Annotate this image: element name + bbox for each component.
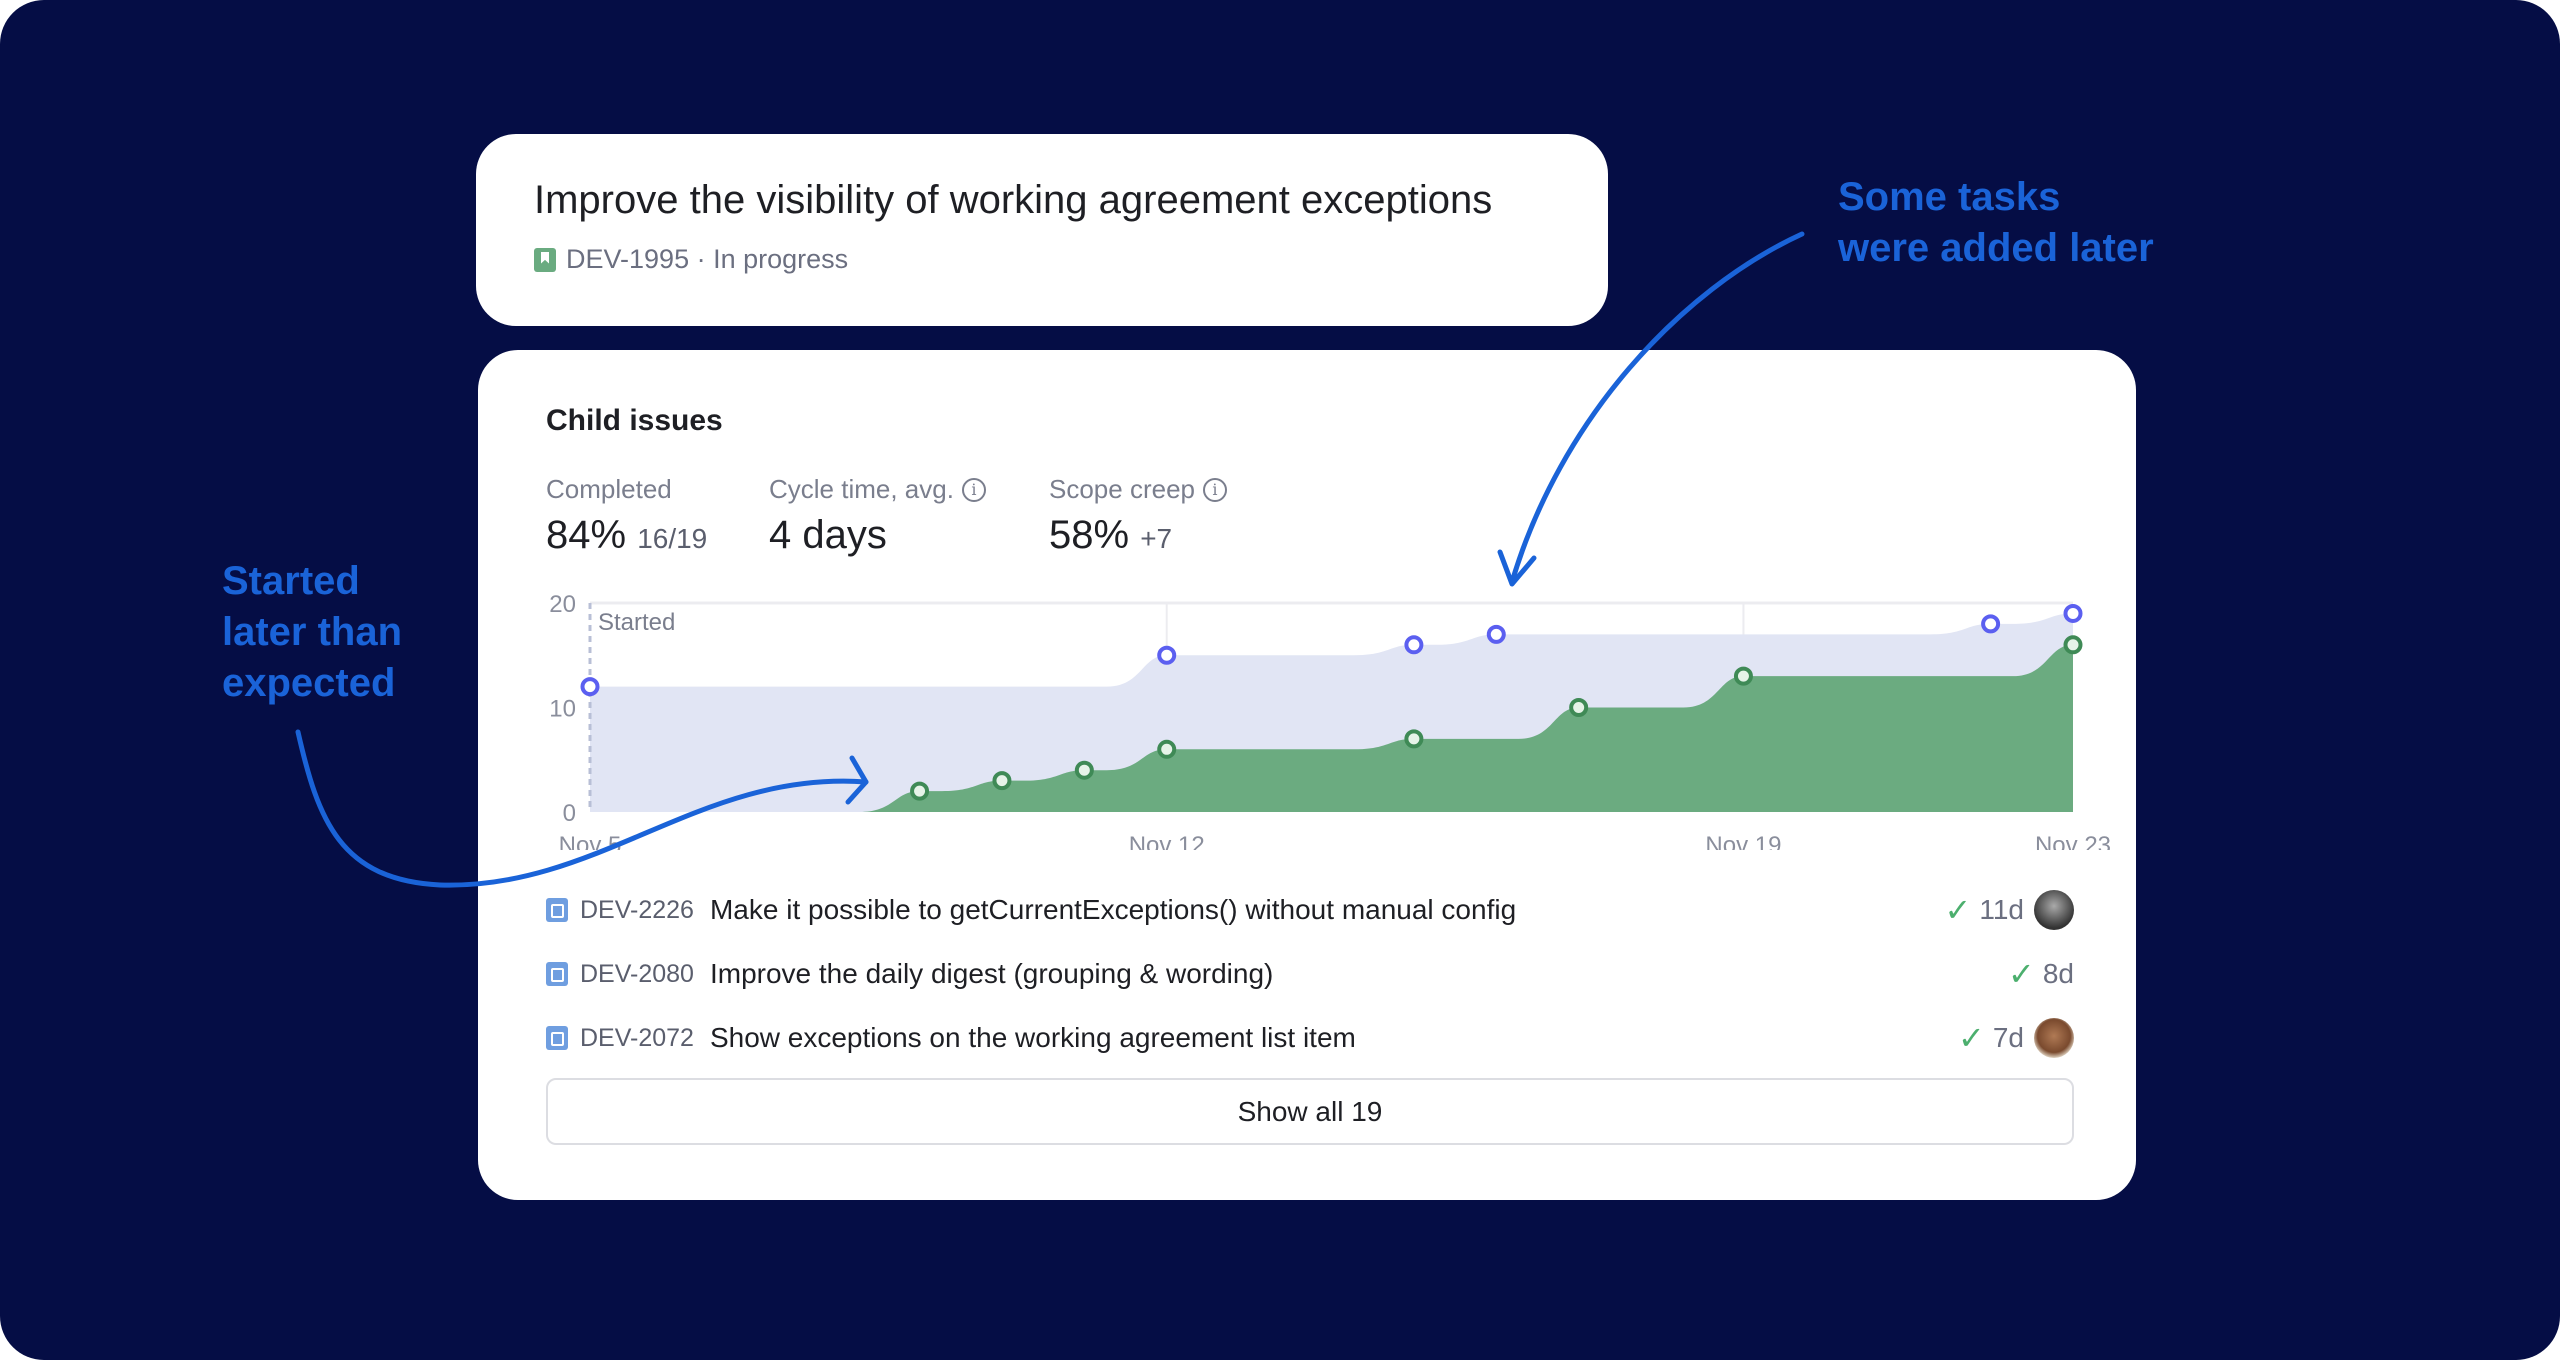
avatar [2034,1018,2074,1058]
y-tick-label: 10 [549,696,576,723]
x-tick-label: Nov 23 [2035,832,2111,850]
info-icon[interactable]: i [1202,477,1227,502]
completed-point [910,781,930,801]
y-tick-label: 0 [563,800,576,827]
completed-point [1074,760,1094,780]
stat-label: Completed [546,474,672,504]
started-label: Started [598,609,675,636]
scope-point [2063,603,2083,623]
stat-value: 58% [1049,513,1130,557]
epic-meta: DEV-1995 · In progress [534,244,848,275]
issue-title[interactable]: Make it possible to getCurrentExceptions… [709,894,1517,925]
issue-key[interactable]: DEV-2226 [580,895,694,924]
arrowhead [1497,549,1537,587]
annotation-line: expected [222,661,396,705]
issue-title[interactable]: Show exceptions on the working agreement… [709,1022,1356,1053]
annotation-line: Started [222,559,360,603]
arrowhead [845,755,869,805]
stat-value: 84% [546,513,627,557]
completed-point [1157,739,1177,759]
epic-card: Improve the visibility of working agreem… [476,134,1608,326]
stat-cycle-time: Cycle time, avg. i 4 days [769,474,986,558]
subtask-icon [546,1026,568,1050]
stat-scope-creep: Scope creep i 58% +7 [1049,474,1227,558]
scope-point [1486,624,1506,644]
check-icon: ✓ [2008,956,2035,992]
stat-sub: +7 [1140,523,1173,554]
epic-title: Improve the visibility of working agreem… [534,178,1493,222]
issue-key[interactable]: DEV-2072 [580,1023,694,1052]
epic-key-status: DEV-1995 · In progress [566,244,849,274]
completed-point [1404,729,1424,749]
issue-title[interactable]: Improve the daily digest (grouping & wor… [709,958,1274,989]
scope-point [1981,614,2001,634]
stat-label: Cycle time, avg. [769,474,954,504]
scope-point [1404,635,1424,655]
issue-days: 8d [2042,958,2074,989]
scope-point [580,677,600,697]
completed-point [2063,635,2083,655]
x-tick-label: Nov 5 [559,832,622,850]
annotation-line: later than [222,610,403,654]
show-all-button[interactable]: Show all 19 [546,1078,2074,1145]
bookmark-icon [534,247,556,272]
avatar [2034,890,2074,930]
scope-point [1157,645,1177,665]
subtask-icon [546,898,568,922]
issue-days: 7d [1992,1022,2024,1053]
subtask-icon [546,962,568,986]
stat-label: Scope creep [1049,474,1195,504]
area-completed [837,644,2073,812]
y-tick-label: 20 [549,591,576,618]
check-icon: ✓ [1944,892,1972,928]
x-tick-label: Nov 12 [1129,832,1205,850]
annotation-line: Some tasks [1838,175,2061,219]
list-item[interactable]: DEV-2080 Improve the daily digest (group… [546,950,2074,998]
section-heading: Child issues [546,404,723,437]
list-item[interactable]: DEV-2072 Show exceptions on the working … [546,1014,2074,1062]
issue-key[interactable]: DEV-2080 [580,959,694,988]
issue-days: 11d [1979,894,2024,925]
arrow-started-later [295,729,869,888]
completed-point [1569,698,1589,717]
annotation-line: were added later [1838,226,2154,270]
child-issues-card: Child issues Completed 84% 16/19 Cycle t… [478,350,2136,1200]
annotation-started-later: Started later than expected [222,556,402,709]
arrow-added-later [1509,231,1805,585]
stat-completed: Completed 84% 16/19 [546,474,707,558]
stat-sub: 16/19 [637,523,708,554]
annotation-added-later: Some tasks were added later [1838,172,2154,274]
info-icon[interactable]: i [961,477,986,502]
stat-value: 4 days [769,513,887,557]
completed-point [1733,666,1753,686]
list-item[interactable]: DEV-2226 Make it possible to getCurrentE… [546,886,2074,934]
x-tick-label: Nov 19 [1705,832,1781,850]
completed-point [992,771,1012,791]
progress-chart: Started 0 10 20 Nov 5 Nov 12 Nov 19 Nov 23 [549,591,2111,850]
check-icon: ✓ [1958,1020,1985,1056]
